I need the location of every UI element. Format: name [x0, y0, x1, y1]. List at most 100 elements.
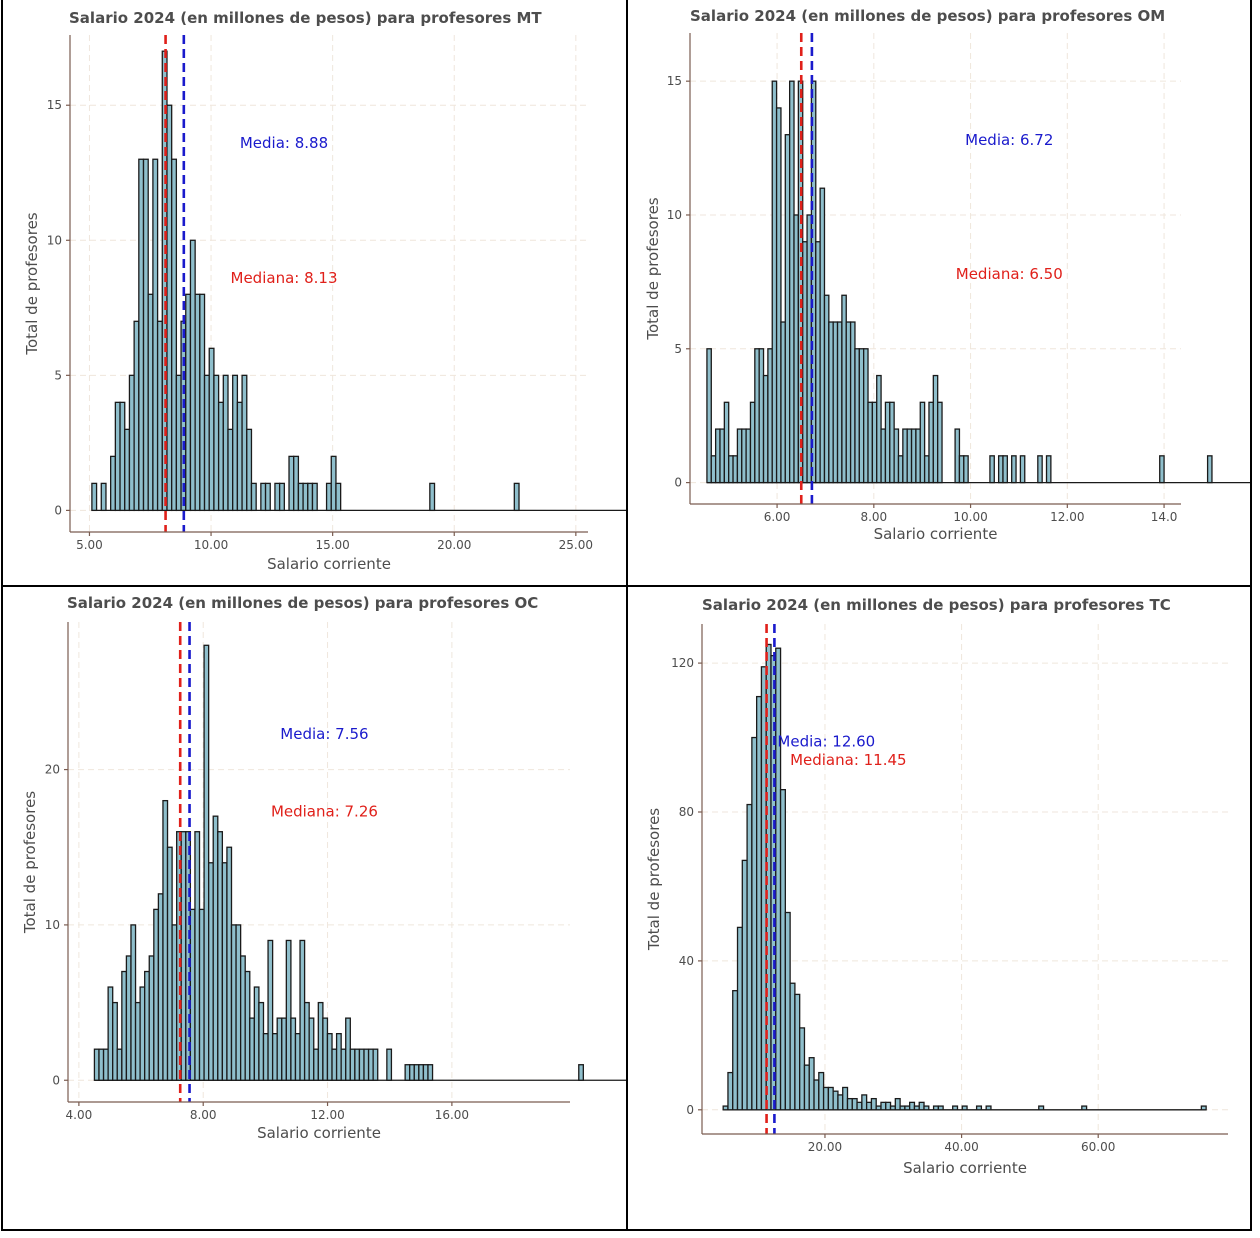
y-tick-label: 40: [679, 954, 694, 968]
histogram-bar: [846, 1097, 853, 1111]
histogram-bar: [409, 1064, 415, 1081]
histogram-bar: [923, 1105, 930, 1111]
histogram-bar: [112, 1001, 118, 1081]
histogram-bar: [157, 893, 164, 1081]
histogram-bar: [340, 1048, 347, 1081]
x-tick-label: 25.00: [559, 538, 593, 552]
histogram-bar: [166, 846, 173, 1081]
y-axis-label: Total de profesores: [23, 212, 41, 355]
histogram-bar: [413, 1064, 420, 1081]
y-tick-label: 10: [667, 208, 682, 222]
histogram-bar: [404, 1064, 411, 1081]
mean-annotation: Media: 6.72: [965, 131, 1053, 149]
histogram-bar: [208, 862, 214, 1081]
histogram-bar: [815, 241, 821, 484]
histogram-bar: [276, 1017, 283, 1081]
histogram-bar: [861, 1094, 868, 1111]
histogram-bar: [799, 1027, 806, 1111]
histogram-bar: [226, 846, 233, 1081]
histogram-bar: [294, 1033, 301, 1081]
chart-panel-mt: 5.00 10.00 15.00 20.00 25.00 0 5 10 15 Salario 20…: [3, 3, 627, 585]
histogram-bar: [175, 374, 182, 512]
histogram-bar: [915, 428, 921, 484]
chart-panel-tc: 20.00 40.00 60.00 0 40 80 120 Salario 2024 (en …: [628, 586, 1250, 1229]
histogram-bar: [997, 455, 1004, 484]
histogram-bar: [714, 428, 721, 484]
histogram-bar: [124, 428, 131, 512]
y-tick-label: 0: [52, 1073, 60, 1087]
x-tick-label: 20.00: [808, 1140, 842, 1154]
x-tick-label: 12.00: [310, 1108, 344, 1122]
histogram-bar: [326, 1033, 333, 1081]
y-tick-label: 10: [45, 918, 60, 932]
histogram-bar: [236, 401, 243, 512]
histogram-bar: [198, 908, 205, 1081]
histogram-bar: [278, 482, 285, 512]
histogram-bar: [775, 647, 782, 1111]
median-annotation: Mediana: 8.13: [231, 269, 338, 287]
histogram-bar: [870, 1097, 877, 1111]
histogram-bar: [893, 428, 900, 484]
histogram-bar: [264, 482, 271, 512]
histogram-bar: [331, 1048, 338, 1081]
histogram-bar: [889, 1105, 896, 1111]
y-tick-label: 15: [667, 74, 682, 88]
histogram-bar: [133, 320, 140, 512]
histogram-bar: [856, 1101, 863, 1111]
histogram-bar: [858, 348, 865, 484]
chart-title: Salario 2024 (en millones de pesos) para…: [690, 7, 1165, 25]
histogram-bar: [794, 993, 801, 1111]
histogram-bar: [386, 1048, 393, 1081]
histogram-bar: [963, 455, 969, 484]
histogram-bar: [871, 401, 878, 484]
histogram-bar: [153, 908, 160, 1081]
histogram-bar: [928, 401, 934, 484]
histogram-bar: [98, 1048, 105, 1081]
histogram-bar: [189, 908, 196, 1081]
histogram-bar: [144, 970, 150, 1081]
histogram-bar: [125, 955, 132, 1081]
histogram-bar: [128, 374, 135, 512]
histogram-bar: [727, 1071, 734, 1111]
histogram-bar: [923, 455, 930, 484]
histogram-bar: [937, 1105, 944, 1111]
histogram-bar: [780, 321, 786, 484]
histogram-bar: [803, 1064, 810, 1111]
y-tick-label: 5: [674, 342, 682, 356]
histogram-bar: [335, 1033, 342, 1081]
histogram-bar: [213, 374, 220, 512]
histogram-svg: 5.00 10.00 15.00 20.00 25.00 0 5 10 15 Salario 20…: [23, 9, 627, 573]
y-tick-label: 0: [674, 476, 682, 490]
histogram-bar: [166, 104, 173, 512]
x-axis-label: Salario corriente: [874, 525, 998, 543]
histogram-bar: [171, 924, 178, 1081]
histogram-bar: [262, 1033, 269, 1081]
histogram-bar: [313, 1048, 319, 1081]
x-tick-label: 20.00: [437, 538, 471, 552]
histogram-bar: [307, 482, 314, 512]
histogram-bar: [578, 1064, 584, 1081]
histogram-bar: [1002, 455, 1008, 484]
histogram-bar: [836, 321, 843, 484]
histogram-bar: [217, 401, 224, 512]
histogram-bar: [134, 1001, 141, 1081]
histogram-svg: 6.00 8.00 10.00 12.00 14.0 0 5 10 15 Salario 2024…: [644, 7, 1250, 543]
histogram-bar: [345, 1017, 351, 1081]
histogram-bar: [162, 799, 169, 1081]
histogram-bar: [913, 1105, 920, 1111]
histogram-bar: [221, 862, 228, 1081]
histogram-bar: [975, 1105, 983, 1111]
chart-panel-oc: 4.00 8.00 12.00 16.00 0 10 20 Salario 2024 (en …: [3, 586, 627, 1229]
histogram-bar: [317, 1001, 324, 1081]
histogram-bar: [152, 158, 159, 512]
histogram-bar: [784, 911, 791, 1111]
histogram-bar: [142, 158, 149, 512]
histogram-bar: [194, 293, 201, 512]
histogram-bar: [227, 428, 234, 512]
histogram-bar: [899, 1105, 906, 1111]
histogram-bar: [194, 831, 201, 1081]
histogram-bar: [904, 1105, 911, 1111]
mean-annotation: Media: 7.56: [280, 725, 368, 743]
histogram-bar: [985, 1105, 992, 1111]
